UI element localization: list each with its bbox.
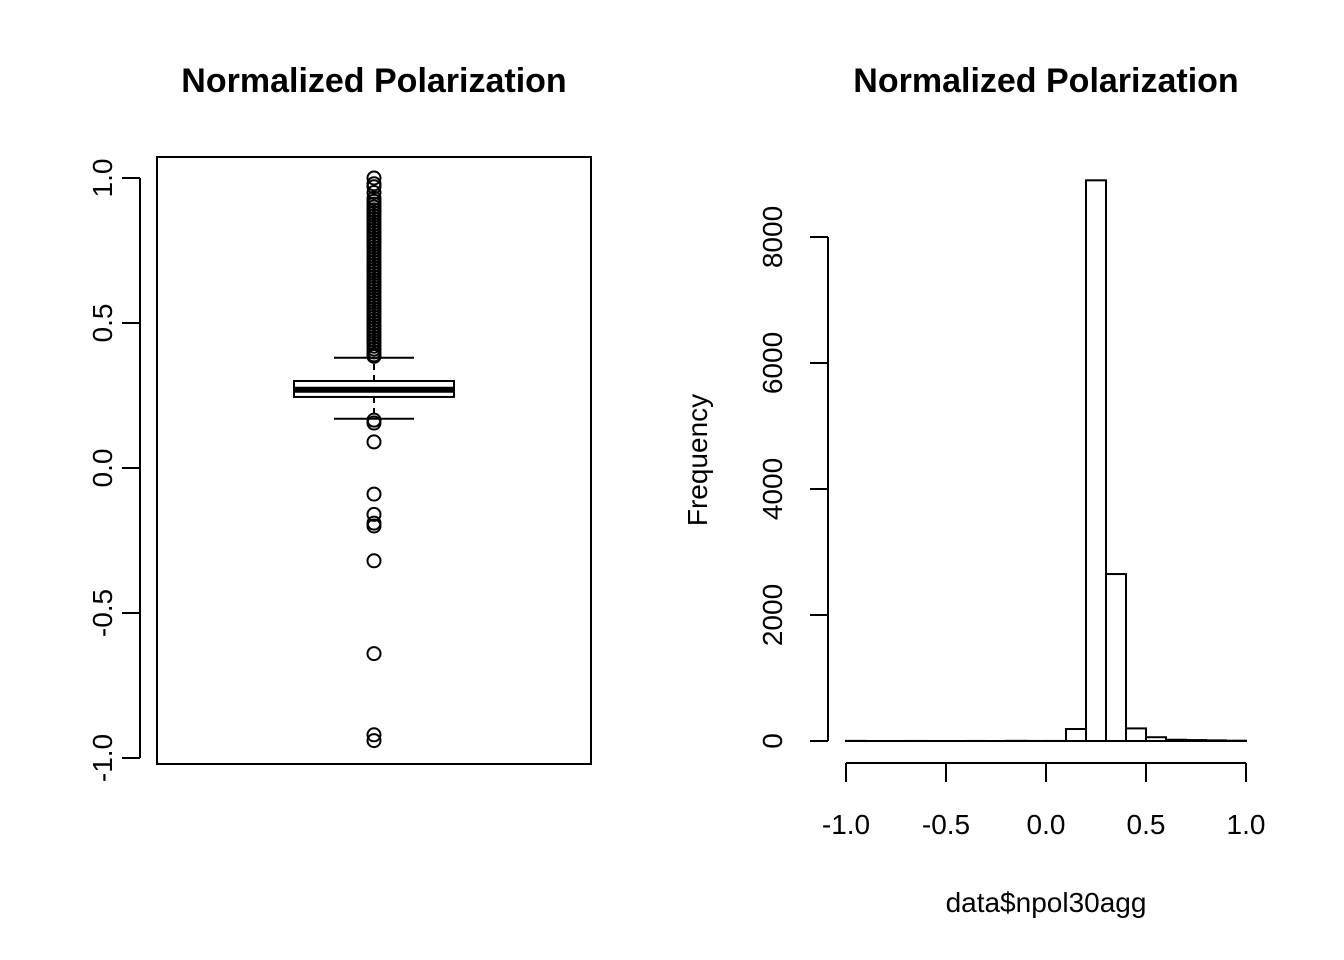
boxplot-title: Normalized Polarization (181, 62, 566, 100)
histogram-title: Normalized Polarization (853, 62, 1238, 100)
histogram-x-tick-label: 0.0 (1027, 809, 1066, 840)
outlier-point (366, 185, 382, 200)
histogram-x-tick-label: -1.0 (822, 809, 870, 840)
histogram-y-tick-label: 2000 (757, 584, 788, 646)
outlier-point (366, 170, 382, 186)
boxplot-y-tick-label: 1.0 (87, 159, 118, 198)
histogram-bar (1145, 736, 1167, 742)
boxplot-panel: Normalized Polarization -1.0 -0.5 0.0 0.5 1.… (87, 62, 592, 782)
outlier-point (366, 646, 382, 662)
outlier-point (366, 415, 382, 431)
histogram-x-tick-label: 0.5 (1127, 809, 1166, 840)
histogram-bar (1185, 739, 1207, 742)
histogram-bars (845, 179, 1247, 743)
histogram-bar (1125, 727, 1147, 743)
boxplot-y-tick-label: -1.0 (87, 734, 118, 782)
histogram-y-tick-label: 0 (757, 733, 788, 749)
outlier-point (366, 179, 382, 195)
histogram-y-tick-label: 4000 (757, 458, 788, 520)
boxplot-y-tick-label: 0.0 (87, 449, 118, 488)
boxplot-y-tick-label: 0.5 (87, 304, 118, 343)
histogram-y-label: Frequency (682, 394, 713, 526)
histogram-y-tick-label: 8000 (757, 206, 788, 268)
histogram-bar (1105, 573, 1127, 742)
histogram-bar (1205, 739, 1227, 742)
outlier-point (366, 506, 382, 522)
outlier-point (366, 486, 382, 502)
histogram-bar (1065, 728, 1087, 743)
histogram-bar (1085, 179, 1107, 743)
histogram-y-axis: 0 2000 4000 6000 8000 (757, 206, 829, 749)
histogram-x-axis: -1.0 -0.5 0.0 0.5 1.0 (822, 762, 1266, 840)
outlier-point (366, 434, 382, 450)
boxplot-frame (156, 156, 592, 765)
outlier-point (366, 518, 382, 534)
boxplot-y-axis: -1.0 -0.5 0.0 0.5 1.0 (87, 159, 141, 782)
outlier-point (366, 727, 382, 743)
histogram-x-tick-label: -0.5 (922, 809, 970, 840)
boxplot-y-tick-label: -0.5 (87, 589, 118, 637)
histogram-panel: Normalized Polarization -1.0 -0.5 0.0 0.5 1.… (682, 62, 1265, 918)
outlier-point (366, 553, 382, 569)
boxplot-outliers (366, 170, 382, 749)
outlier-point (366, 733, 382, 749)
outlier-point (366, 348, 382, 364)
histogram-bar (1165, 738, 1187, 742)
histogram-x-label: data$npol30agg (946, 887, 1147, 918)
histogram-x-tick-label: 1.0 (1227, 809, 1266, 840)
boxplot-body (293, 356, 455, 420)
histogram-y-tick-label: 6000 (757, 332, 788, 394)
